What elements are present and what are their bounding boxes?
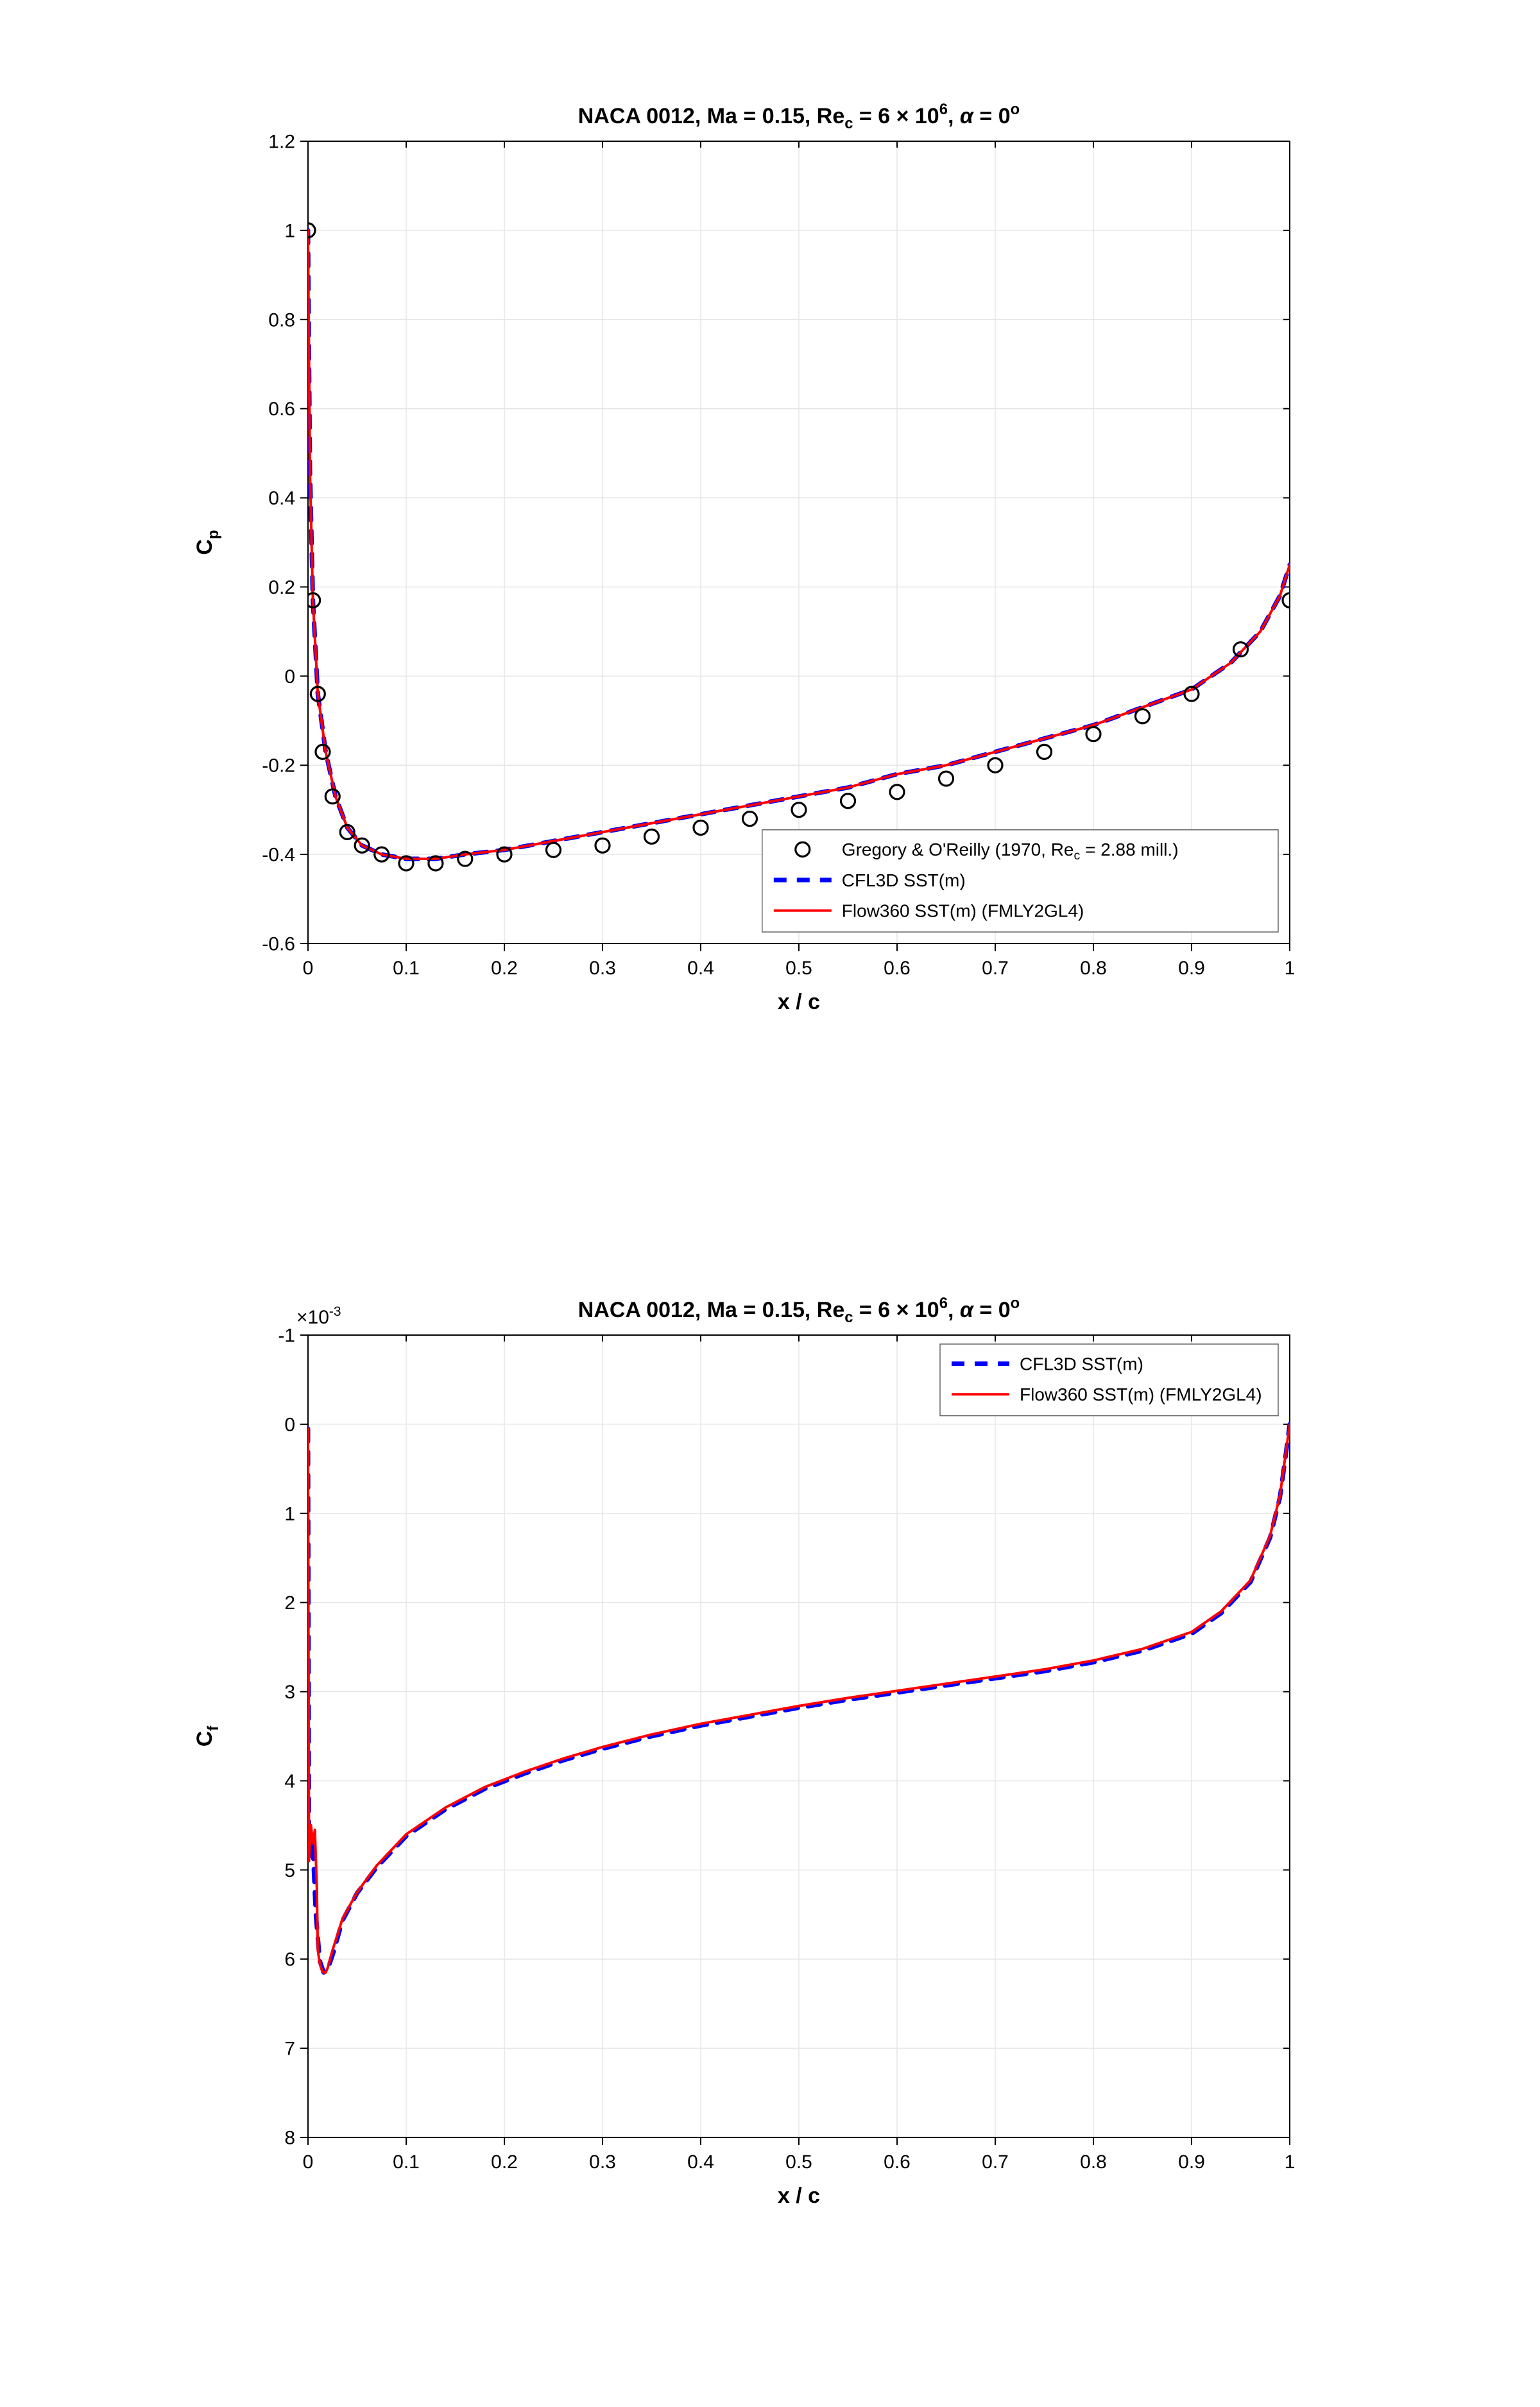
ytick-label: 1 <box>284 1503 295 1524</box>
legend-label: Flow360 SST(m) (FMLY2GL4) <box>842 901 1084 920</box>
legend: CFL3D SST(m) Flow360 SST(m) (FMLY2GL4) <box>940 1344 1278 1416</box>
xtick-label: 0.7 <box>982 2152 1009 2173</box>
xtick-label: 0.8 <box>1080 2152 1107 2173</box>
ytick-label: 1 <box>284 220 295 241</box>
xtick-label: 0 <box>303 2152 314 2173</box>
ytick-label: 6 <box>284 1949 295 1971</box>
ytick-label: 0.4 <box>268 488 295 509</box>
ytick-label: 0 <box>284 666 295 687</box>
xtick-label: 0.5 <box>785 2152 812 2173</box>
xtick-label: 0.1 <box>393 2152 420 2173</box>
xtick-label: 0.3 <box>589 2152 616 2173</box>
ytick-label: 0 <box>284 1414 295 1435</box>
xlabel: x / c <box>778 2184 820 2208</box>
ytick-label: 5 <box>284 1860 295 1881</box>
page: 0 0.1 0.2 0.3 0.4 0.5 0.6 0.7 0.8 0.9 1 -0.6 -0.4 -0.… <box>0 0 1540 2407</box>
xtick-label: 0.2 <box>491 958 518 979</box>
legend-label: CFL3D SST(m) <box>842 870 966 890</box>
title: NACA 0012, Ma = 0.15, Rec = 6 × 106, α =… <box>578 1295 1020 1326</box>
ytick-label: 7 <box>284 2039 295 2060</box>
ytick-label: 0.8 <box>268 309 295 331</box>
cf-chart: 0 0.1 0.2 0.3 0.4 0.5 0.6 0.7 0.8 0.9 1 -1 0 1 2 3 4 5 6 7 8… <box>173 1284 1328 2247</box>
cp-chart: 0 0.1 0.2 0.3 0.4 0.5 0.6 0.7 0.8 0.9 1 -0.6 -0.4 -0.… <box>173 90 1328 1053</box>
xtick-label: 1 <box>1285 958 1296 979</box>
legend-label: CFL3D SST(m) <box>1020 1354 1143 1374</box>
xtick-label: 0.3 <box>589 958 616 979</box>
ytick-label: 8 <box>284 2128 295 2149</box>
xtick-label: 0.2 <box>491 2152 518 2173</box>
xtick-label: 0.6 <box>884 958 911 979</box>
xtick-label: 0.4 <box>687 958 714 979</box>
xtick-label: 1 <box>1285 2152 1296 2173</box>
ytick-label: 0.6 <box>268 399 295 420</box>
ytick-label: 1.2 <box>268 132 295 153</box>
legend-label: Gregory & O'Reilly (1970, Rec = 2.88 mil… <box>842 840 1179 863</box>
ytick-label: 2 <box>284 1592 295 1614</box>
xtick-label: 0.5 <box>785 958 812 979</box>
xtick-label: 0.9 <box>1178 958 1205 979</box>
chart-svg: 0 0.1 0.2 0.3 0.4 0.5 0.6 0.7 0.8 0.9 1 -0.6 -0.4 -0.… <box>173 90 1328 1053</box>
legend-label: Flow360 SST(m) (FMLY2GL4) <box>1020 1385 1262 1404</box>
title: NACA 0012, Ma = 0.15, Rec = 6 × 106, α =… <box>578 101 1020 132</box>
ytick-label: 4 <box>284 1771 295 1792</box>
ytick-label: 3 <box>284 1682 295 1703</box>
ytick-label: 0.2 <box>268 577 295 598</box>
xtick-label: 0 <box>303 958 314 979</box>
ytick-label: -0.2 <box>262 755 295 777</box>
xtick-label: 0.7 <box>982 958 1009 979</box>
xlabel: x / c <box>778 990 820 1014</box>
xtick-label: 0.9 <box>1178 2152 1205 2173</box>
xtick-label: 0.8 <box>1080 958 1107 979</box>
xtick-label: 0.6 <box>884 2152 911 2173</box>
xtick-label: 0.1 <box>393 958 420 979</box>
xtick-label: 0.4 <box>687 2152 714 2173</box>
ytick-label: -0.4 <box>262 845 295 866</box>
ytick-label: -0.6 <box>262 934 295 955</box>
chart-bg <box>173 1284 1328 2247</box>
ytick-label: -1 <box>278 1325 295 1347</box>
legend: Gregory & O'Reilly (1970, Rec = 2.88 mil… <box>762 830 1278 932</box>
chart-svg: 0 0.1 0.2 0.3 0.4 0.5 0.6 0.7 0.8 0.9 1 -1 0 1 2 3 4 5 6 7 8… <box>173 1284 1328 2247</box>
